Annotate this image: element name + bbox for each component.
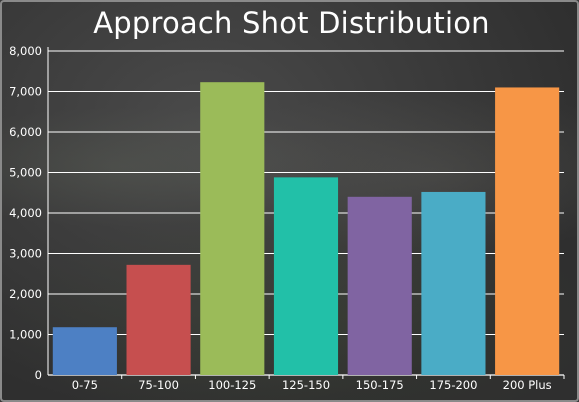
- bar-150-175: [347, 196, 412, 375]
- y-tick-label: 6,000: [9, 125, 42, 139]
- bar-125-150: [273, 177, 339, 375]
- bar-0-75: [52, 327, 117, 375]
- x-tick-label: 175-200: [429, 378, 477, 392]
- y-tick-label: 5,000: [9, 166, 42, 180]
- bar-100-125: [200, 82, 265, 375]
- y-tick-label: 8,000: [9, 44, 42, 58]
- bar-175-200: [421, 191, 486, 375]
- x-tick-label: 0-75: [72, 378, 98, 392]
- x-tick-label: 200 Plus: [503, 378, 552, 392]
- chart-title: Approach Shot Distribution: [93, 6, 490, 40]
- x-tick-label: 150-175: [356, 378, 404, 392]
- x-tick-label: 125-150: [282, 378, 330, 392]
- bar-75-100: [126, 264, 191, 375]
- y-tick-label: 1,000: [9, 328, 42, 342]
- y-tick-label: 3,000: [9, 247, 42, 261]
- bar-200-plus: [495, 87, 560, 375]
- y-tick-label: 0: [35, 368, 42, 382]
- x-tick-label: 100-125: [208, 378, 256, 392]
- y-tick-label: 7,000: [9, 85, 42, 99]
- y-tick-label: 2,000: [9, 287, 42, 301]
- x-tick-label: 75-100: [138, 378, 179, 392]
- y-tick-label: 4,000: [9, 206, 42, 220]
